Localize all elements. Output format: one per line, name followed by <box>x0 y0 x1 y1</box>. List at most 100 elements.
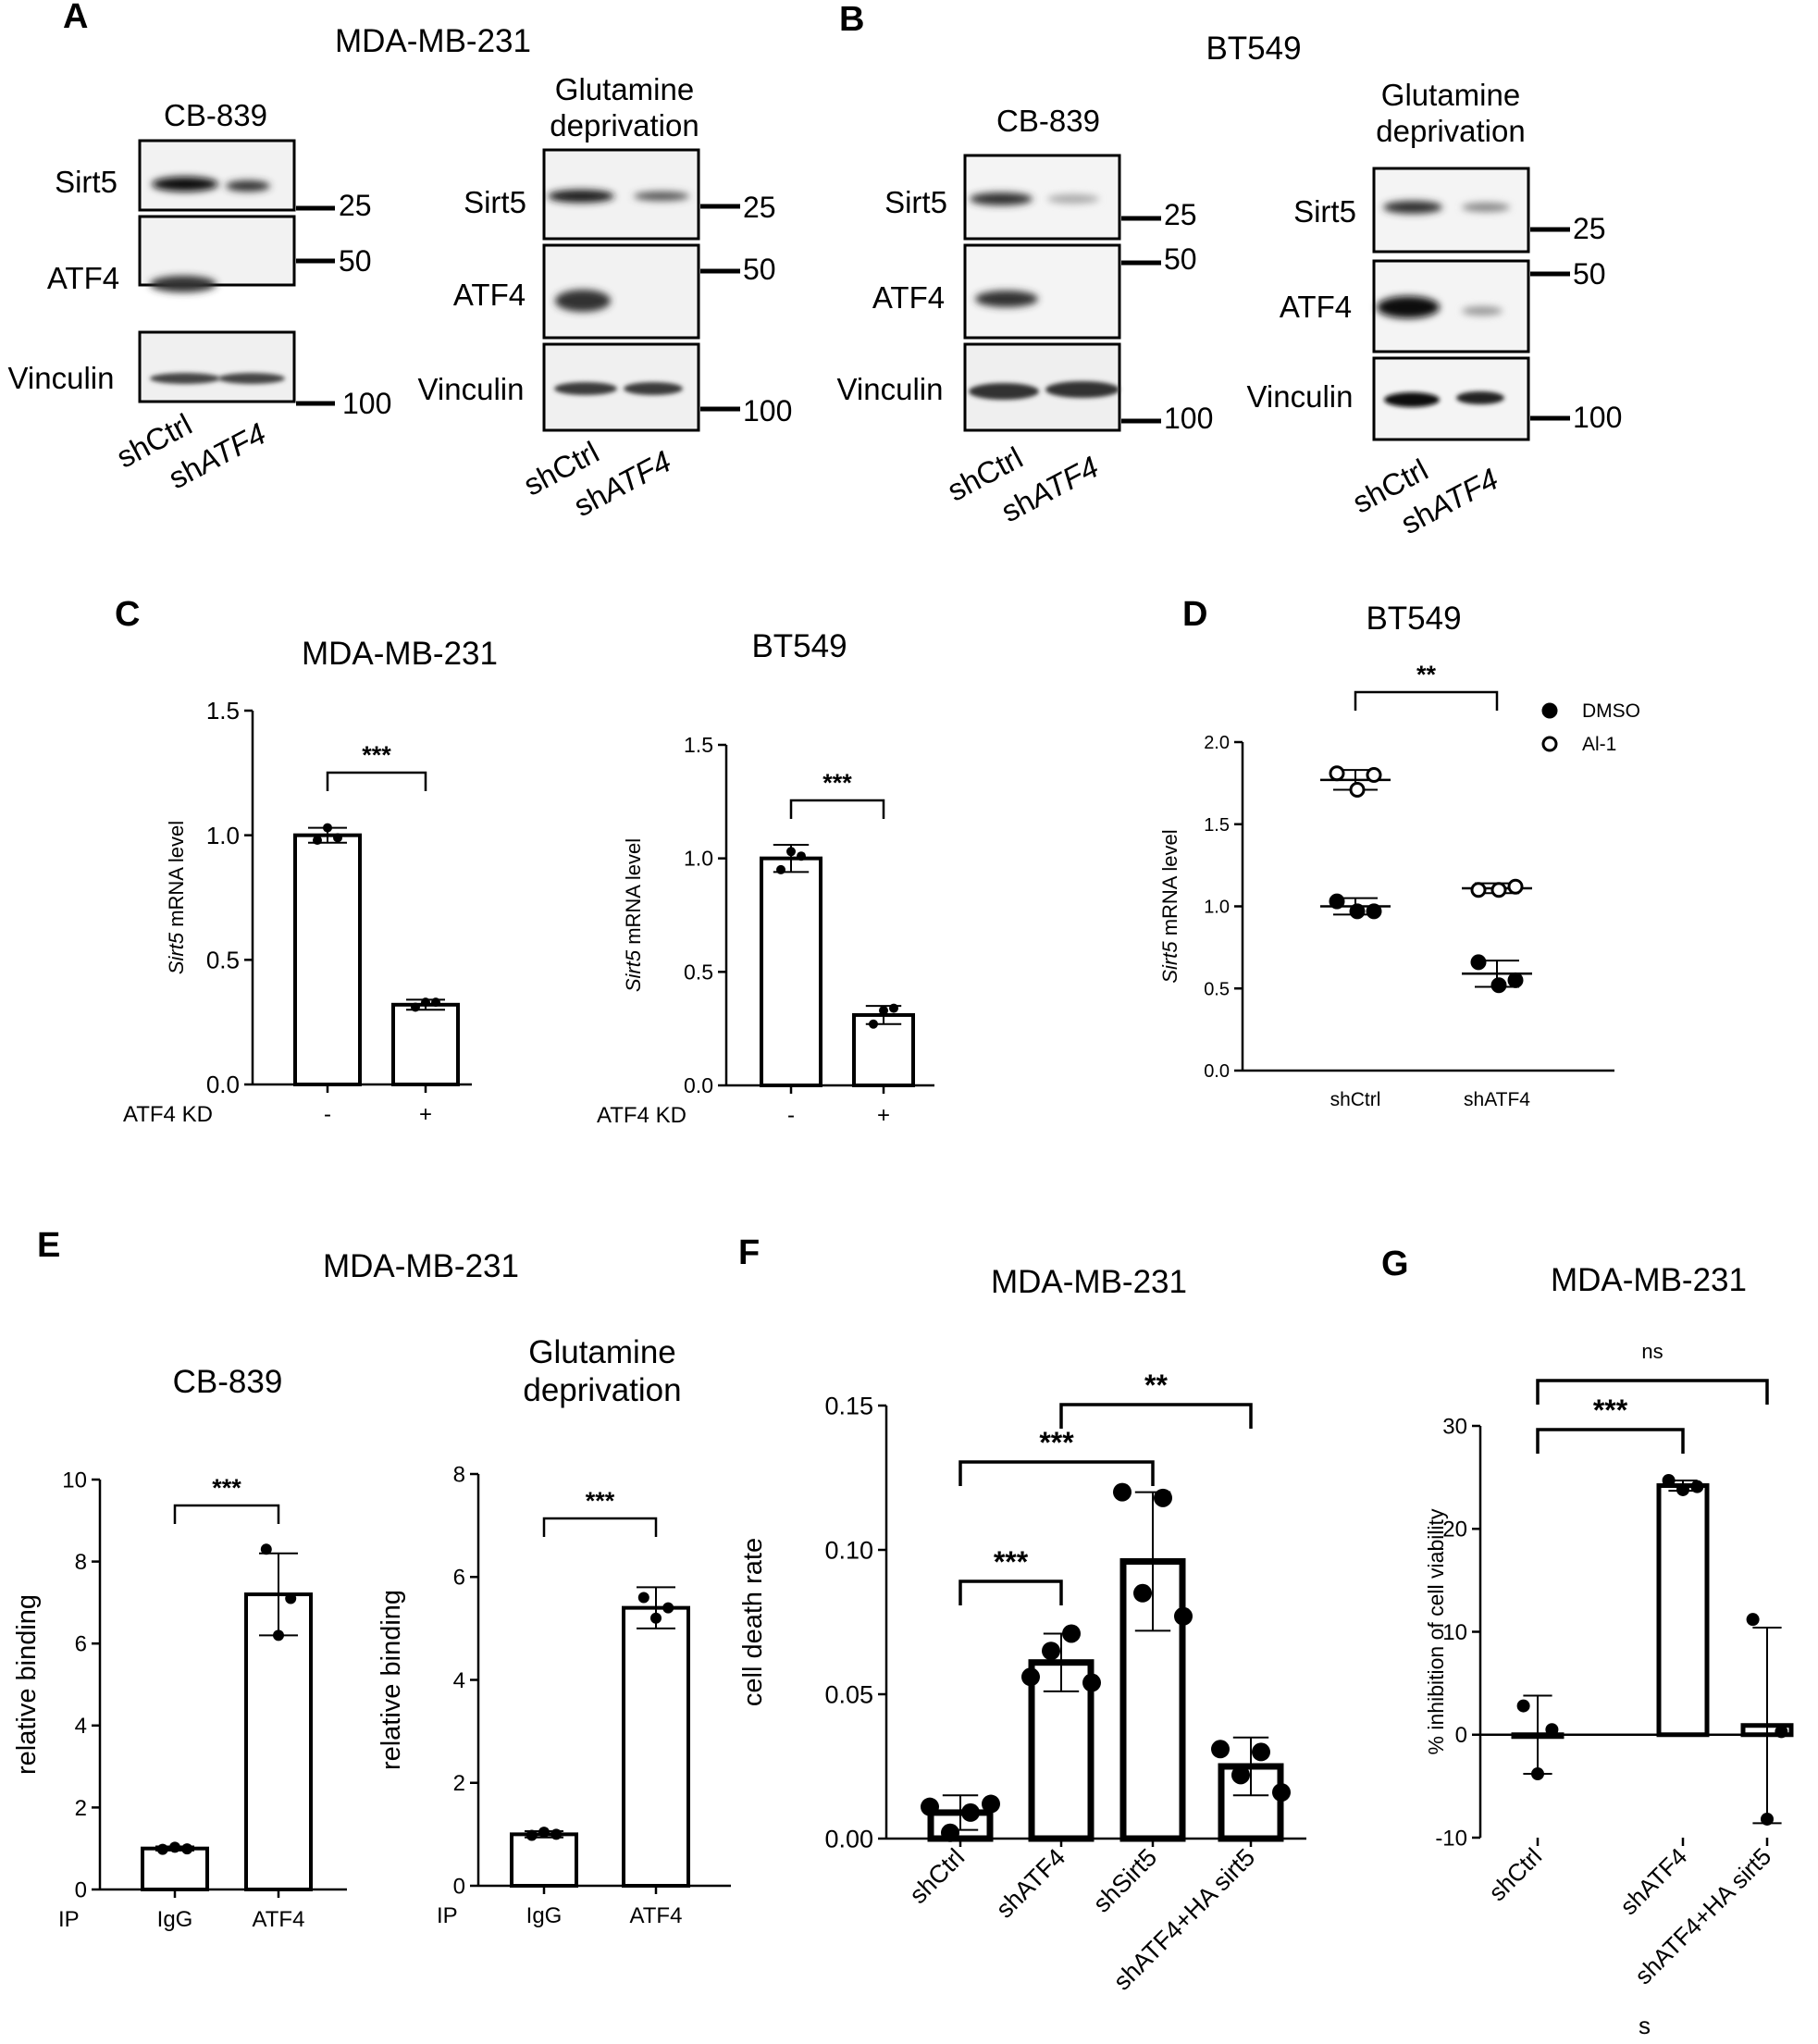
data-point <box>1272 1783 1291 1802</box>
band <box>1047 194 1099 204</box>
x-tick-label: shATF4 <box>1614 1842 1692 1920</box>
band <box>150 276 216 292</box>
row-label: Vinculin <box>418 372 525 406</box>
y-axis-label: relative binding <box>377 1590 406 1770</box>
y-axis-label-gene: Sirt5 <box>1158 941 1181 984</box>
band <box>969 383 1039 400</box>
y-tick-label: 6 <box>453 1566 465 1591</box>
band <box>975 291 1038 307</box>
y-tick-label: 0.0 <box>684 1073 713 1097</box>
y-axis-label: relative binding <box>12 1594 42 1775</box>
x-tick-label: shCtrl <box>904 1843 970 1909</box>
y-tick-label: 8 <box>75 1550 87 1575</box>
data-point <box>1470 954 1487 971</box>
western-blot-glutamine: Glutamine deprivation Sirt5 ATF4 Vinculi… <box>1247 78 1623 540</box>
chart-title: BT549 <box>751 628 847 664</box>
data-point <box>333 833 342 843</box>
chart-d-bt549: BT549 0.0 0.5 1.0 1.5 2.0 Sirt5 mRNA level shCt… <box>1158 601 1640 1110</box>
cell-line-title: MDA-MB-231 <box>323 1248 519 1284</box>
data-point <box>526 1829 538 1841</box>
chart-g-viability: MDA-MB-231 -10 0 10 20 30 % inhibition of cell… <box>1424 1262 1794 2039</box>
legend-marker <box>1541 702 1558 719</box>
y-tick-label: 1.0 <box>684 847 713 871</box>
significance-label: *** <box>1039 1426 1074 1459</box>
row-label: ATF4 <box>1280 290 1352 324</box>
x-tick-label: - <box>787 1103 795 1128</box>
panel-letter: F <box>738 1233 760 1272</box>
band <box>1462 306 1503 316</box>
band <box>970 192 1033 205</box>
y-tick-label: 2 <box>453 1771 465 1796</box>
panel-letter: G <box>1381 1245 1409 1283</box>
band <box>150 373 220 384</box>
data-point <box>538 1827 550 1839</box>
data-point <box>889 1003 898 1013</box>
band <box>226 180 270 192</box>
panel-a: A MDA-MB-231 CB-839 Sirt5 ATF4 Vinculin … <box>8 0 793 523</box>
lane-label-gene: ATF4 <box>595 444 676 509</box>
data-point <box>1133 1583 1152 1603</box>
data-point <box>1676 1482 1689 1496</box>
bar <box>1656 1483 1710 1738</box>
chart-title: MDA-MB-231 <box>1551 1262 1747 1298</box>
row-label: Sirt5 <box>1293 194 1356 229</box>
y-tick-label: 6 <box>75 1632 87 1657</box>
x-axis-label: ATF4 KD <box>597 1103 686 1128</box>
chart-title: Glutamine <box>528 1334 676 1370</box>
y-tick-label: 0 <box>75 1877 87 1902</box>
significance-label: *** <box>212 1474 241 1502</box>
data-point <box>1531 1767 1544 1781</box>
data-point <box>323 823 332 833</box>
legend-label: Al-1 <box>1582 734 1616 755</box>
blot-box-atf4 <box>542 243 700 340</box>
data-point <box>260 1543 272 1555</box>
band <box>1383 201 1442 214</box>
y-axis-label-gene: Sirt5 <box>622 949 645 992</box>
data-point <box>411 1002 420 1012</box>
panel-letter: C <box>115 595 140 634</box>
y-axis-label-text: mRNA level <box>622 838 645 950</box>
cell-line-title: MDA-MB-231 <box>335 23 531 59</box>
panel-letter: A <box>63 0 88 36</box>
mw-marker: 50 <box>743 253 776 286</box>
y-axis-label-text: mRNA level <box>1158 829 1181 941</box>
row-label: Vinculin <box>837 372 944 406</box>
y-axis-label: cell death rate <box>738 1538 768 1706</box>
data-point <box>1042 1641 1060 1661</box>
data-point <box>1507 972 1524 988</box>
significance-bracket <box>789 799 885 819</box>
bar <box>141 1846 209 1891</box>
chart-f-cell-death: MDA-MB-231 0.00 0.05 0.10 0.15 cell death rat… <box>738 1264 1306 1996</box>
band <box>624 382 683 395</box>
band <box>634 192 689 201</box>
data-point <box>786 847 796 857</box>
row-label: ATF4 <box>47 261 119 295</box>
data-point <box>879 1006 888 1016</box>
data-point <box>1545 1723 1559 1737</box>
y-tick-label: 0.00 <box>824 1825 873 1852</box>
data-point <box>650 1612 662 1624</box>
y-tick-label: 1.0 <box>1204 898 1230 918</box>
mw-marker: 25 <box>339 189 372 222</box>
x-tick-label: + <box>877 1103 890 1128</box>
y-tick-label: 2 <box>75 1796 87 1821</box>
significance-bracket <box>958 1460 1155 1486</box>
significance-bracket <box>1059 1403 1253 1429</box>
significance-label: *** <box>586 1487 615 1515</box>
mw-marker: 100 <box>342 387 391 420</box>
blot-condition: deprivation <box>1376 114 1525 148</box>
data-point <box>181 1843 193 1855</box>
data-point <box>1490 977 1507 994</box>
y-tick-label: 1.0 <box>206 822 240 849</box>
data-point <box>1746 1613 1760 1627</box>
bar <box>622 1605 690 1888</box>
x-axis-label: ATF4 KD <box>123 1102 213 1127</box>
x-axis-prefix: IP <box>437 1903 458 1928</box>
y-tick-label: 4 <box>453 1668 465 1693</box>
y-axis-label: % inhibition of cell viability <box>1424 1508 1448 1754</box>
significance-label: *** <box>362 741 391 769</box>
data-point <box>869 1019 878 1029</box>
legend-label: DMSO <box>1582 700 1640 722</box>
blot-condition: deprivation <box>550 108 699 142</box>
